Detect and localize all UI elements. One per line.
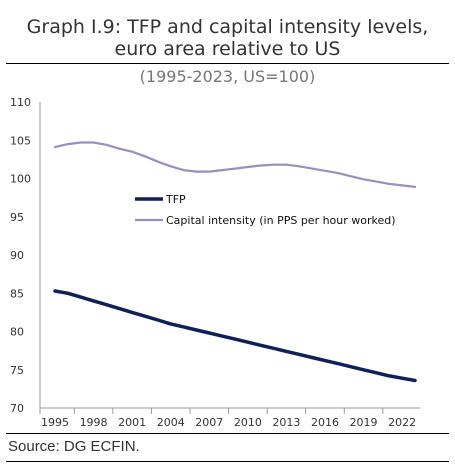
source-note: Source: DG ECFIN. <box>8 438 140 455</box>
y-tick-label: 105 <box>10 134 31 147</box>
title-divider <box>6 63 449 64</box>
legend-label-capital-intensity: Capital intensity (in PPS per hour worke… <box>166 214 396 227</box>
y-tick-label: 75 <box>10 364 24 377</box>
legend-label-tfp: TFP <box>165 193 186 206</box>
x-tick-label: 2004 <box>157 416 185 429</box>
series-line-capital-intensity <box>53 141 417 188</box>
x-tick-label: 1998 <box>80 416 108 429</box>
x-tick-label: 2016 <box>311 416 339 429</box>
chart-title-line-2: euro area relative to US <box>114 38 341 60</box>
y-tick-label: 95 <box>10 211 24 224</box>
y-tick-label: 90 <box>10 249 24 262</box>
y-tick-label: 85 <box>10 287 24 300</box>
y-tick-label: 110 <box>10 96 31 109</box>
x-tick-label: 2010 <box>234 416 262 429</box>
x-tick-label: 1995 <box>41 416 69 429</box>
series-lines <box>53 141 417 383</box>
y-axis: 70 75 80 85 90 95 100 105 110 <box>10 96 41 415</box>
x-tick-label: 2007 <box>195 416 223 429</box>
x-tick-label: 2001 <box>118 416 146 429</box>
y-tick-label: 100 <box>10 173 31 186</box>
y-tick-label: 70 <box>10 402 24 415</box>
x-axis: 1995 1998 2001 2004 2007 2010 2013 2016 2019 2022 <box>39 407 420 429</box>
x-tick-label: 2022 <box>388 416 416 429</box>
legend: TFP Capital intensity (in PPS per hour wo… <box>135 193 396 227</box>
bottom-divider <box>6 461 449 462</box>
chart-title-line-1: Graph I.9: TFP and capital intensity lev… <box>26 16 429 38</box>
x-tick-label: 2019 <box>350 416 378 429</box>
chart-subtitle: (1995-2023, US=100) <box>139 67 316 86</box>
y-tick-label: 80 <box>10 326 24 339</box>
source-divider <box>6 433 449 434</box>
series-line-tfp <box>53 289 417 383</box>
x-tick-label: 2013 <box>272 416 300 429</box>
